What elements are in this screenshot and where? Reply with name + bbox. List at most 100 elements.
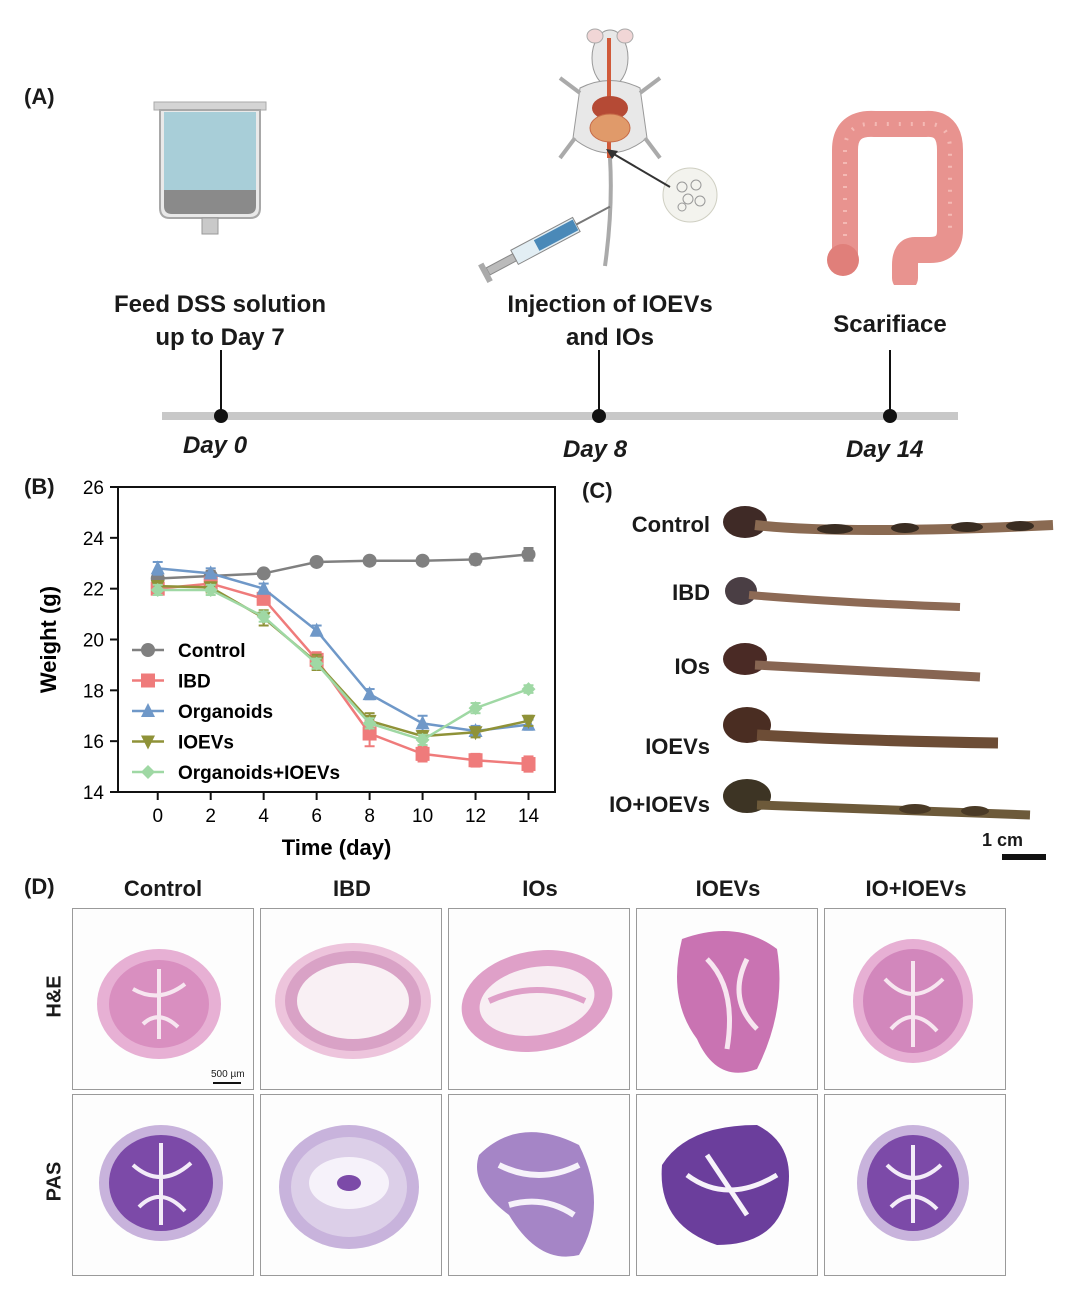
colon-scale-bar bbox=[1002, 854, 1046, 860]
y-tick-label: 22 bbox=[83, 580, 104, 601]
timeline-dot-8 bbox=[592, 409, 606, 423]
timeline-bar bbox=[162, 412, 958, 420]
y-tick-label: 20 bbox=[83, 631, 104, 652]
day-8-label: Day 8 bbox=[563, 436, 628, 463]
data-point-ioevs bbox=[468, 726, 483, 741]
mouse-icon bbox=[558, 28, 662, 267]
data-point-ibd bbox=[521, 757, 536, 772]
x-tick-label: 6 bbox=[311, 806, 322, 827]
histo-scale-bar bbox=[213, 1082, 241, 1084]
colon-label-ioevs: IOEVs bbox=[645, 734, 710, 759]
y-axis-label: Weight (g) bbox=[36, 586, 61, 693]
day-14-label: Day 14 bbox=[846, 436, 924, 463]
syringe-icon bbox=[478, 205, 611, 284]
x-tick-label: 8 bbox=[364, 806, 375, 827]
timeline-tick-0 bbox=[220, 350, 222, 415]
colon-photo-io-ioevs bbox=[723, 779, 1031, 820]
legend-marker-organoids-ioevs bbox=[141, 765, 155, 779]
pas-ioevs-image bbox=[636, 1094, 818, 1276]
colon-label-control: Control bbox=[631, 512, 710, 537]
data-point-organoids bbox=[256, 580, 271, 595]
data-point-ioevs bbox=[521, 714, 536, 729]
colon-label-io-ioevs: IO+IOEVs bbox=[609, 792, 710, 817]
x-axis-label: Time (day) bbox=[282, 835, 392, 860]
data-point-organoids-ioevs bbox=[256, 609, 271, 624]
data-point-organoids-ioevs bbox=[362, 716, 377, 731]
data-point-organoids-ioevs bbox=[309, 656, 324, 671]
histo-row-he: H&E bbox=[43, 975, 66, 1018]
he-ioevs-image bbox=[636, 908, 818, 1090]
x-tick-label: 12 bbox=[465, 806, 486, 827]
data-point-organoids-ioevs bbox=[150, 582, 165, 597]
data-point-ibd bbox=[468, 753, 483, 768]
data-point-organoids-ioevs bbox=[415, 732, 430, 747]
histo-col-ioevs: IOEVs bbox=[695, 876, 761, 901]
x-tick-label: 10 bbox=[412, 806, 433, 827]
data-point-organoids bbox=[415, 715, 430, 730]
panel-b-label: (B) bbox=[24, 474, 55, 499]
data-point-organoids bbox=[362, 686, 377, 701]
x-tick-label: 4 bbox=[258, 806, 269, 827]
pas-io-ioevs-image bbox=[824, 1094, 1006, 1276]
pas-ibd-image bbox=[260, 1094, 442, 1276]
colon-label-ibd: IBD bbox=[672, 580, 710, 605]
step-sacrifice: Scarifiace bbox=[833, 311, 947, 338]
x-tick-label: 2 bbox=[205, 806, 216, 827]
panel-d-label: (D) bbox=[24, 874, 55, 899]
colon-scale-label: 1 cm bbox=[982, 830, 1024, 850]
he-ibd-image bbox=[260, 908, 442, 1090]
data-point-organoids-ioevs bbox=[521, 682, 536, 697]
legend-label-organoids: Organoids bbox=[178, 702, 273, 723]
legend-marker-ibd bbox=[141, 673, 155, 688]
histo-col-ibd: IBD bbox=[333, 876, 371, 901]
day-0-label: Day 0 bbox=[183, 432, 248, 459]
data-point-organoids bbox=[309, 622, 324, 637]
histo-col-ios: IOs bbox=[522, 876, 558, 901]
data-point-control bbox=[309, 554, 324, 569]
legend-label-ibd: IBD bbox=[178, 672, 211, 693]
colon-photo-control bbox=[723, 506, 1054, 538]
y-tick-label: 26 bbox=[83, 478, 104, 499]
timeline-dot-0 bbox=[214, 409, 228, 423]
panel-c-label: (C) bbox=[582, 478, 613, 503]
histo-row-pas: PAS bbox=[43, 1161, 66, 1202]
data-point-ibd bbox=[415, 746, 430, 761]
x-tick-label: 0 bbox=[152, 806, 163, 827]
y-tick-label: 24 bbox=[83, 529, 105, 550]
data-point-control bbox=[415, 553, 430, 568]
y-tick-label: 18 bbox=[83, 681, 104, 702]
organoid-icon bbox=[662, 167, 718, 223]
series-line-ibd bbox=[157, 582, 529, 766]
histo-col-control: Control bbox=[123, 876, 203, 901]
colon-label-ios: IOs bbox=[674, 654, 710, 679]
series-line-ioevs bbox=[157, 584, 529, 738]
y-tick-label: 14 bbox=[83, 783, 105, 804]
series-line-organoids-ioevs bbox=[157, 588, 529, 742]
legend-marker-organoids bbox=[141, 703, 155, 717]
he-control-image: 500 µm bbox=[72, 908, 254, 1090]
colon-icon bbox=[827, 110, 963, 285]
data-point-control bbox=[521, 547, 536, 562]
timeline-tick-8 bbox=[598, 350, 600, 415]
legend-marker-ioevs bbox=[141, 735, 155, 750]
step-injection: Injection of IOEVs and IOs bbox=[507, 291, 713, 351]
timeline-dot-14 bbox=[883, 409, 897, 423]
pas-control-image bbox=[72, 1094, 254, 1276]
data-point-control bbox=[256, 566, 271, 581]
histo-scale-label: 500 µm bbox=[211, 1069, 245, 1080]
x-tick-label: 14 bbox=[518, 806, 540, 827]
data-point-ibd bbox=[256, 591, 271, 606]
arrow-icon bbox=[606, 149, 671, 188]
data-point-organoids-ioevs bbox=[203, 582, 218, 597]
step-feed-dss: Feed DSS solution up to Day 7 bbox=[113, 291, 326, 351]
data-point-organoids-ioevs bbox=[468, 701, 483, 716]
data-point-ibd bbox=[362, 726, 377, 741]
series-line-organoids bbox=[157, 567, 529, 733]
colon-photo-ios bbox=[723, 643, 981, 682]
legend-label-control: Control bbox=[178, 641, 246, 662]
he-ios-image bbox=[448, 908, 630, 1090]
data-point-control bbox=[468, 552, 483, 567]
colon-photo-ibd bbox=[725, 577, 961, 611]
legend-marker-control bbox=[141, 643, 155, 657]
